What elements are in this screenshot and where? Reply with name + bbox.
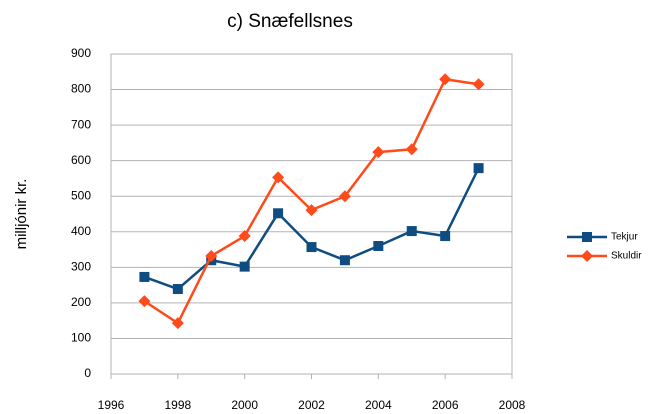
marker	[305, 204, 318, 217]
series-line	[143, 167, 480, 291]
legend-marker	[582, 232, 592, 242]
marker	[373, 241, 384, 251]
y-tick-label: 800	[71, 82, 91, 96]
x-tick-label: 1998	[164, 398, 191, 412]
marker	[405, 143, 418, 156]
marker	[306, 242, 317, 253]
x-tick-label: 2000	[231, 398, 258, 412]
marker	[272, 171, 285, 184]
y-tick-label: 600	[71, 153, 91, 167]
y-tick-label: 700	[71, 117, 91, 131]
y-tick-label: 0	[84, 366, 91, 380]
y-tick-label: 500	[71, 188, 91, 202]
y-tick-label: 100	[71, 331, 91, 345]
marker	[238, 230, 251, 243]
y-tick-label: 200	[71, 295, 91, 309]
marker	[338, 190, 351, 203]
marker	[171, 317, 184, 330]
chart-title: c) Snæfellsnes	[227, 11, 353, 32]
x-tick-label: 2004	[365, 398, 392, 412]
marker	[339, 255, 350, 266]
series-line	[143, 77, 479, 325]
x-tick-label: 1996	[98, 398, 125, 412]
marker	[472, 78, 485, 91]
x-tick-label: 2006	[432, 398, 459, 412]
y-tick-label: 900	[71, 46, 91, 60]
marker	[172, 284, 183, 295]
marker	[273, 208, 284, 219]
legend-label: Skuldir	[611, 251, 642, 262]
marker	[139, 271, 150, 282]
y-axis-label: milljónir kr.	[13, 179, 30, 250]
y-tick-label: 300	[71, 260, 91, 274]
marker	[138, 295, 151, 308]
marker	[205, 249, 218, 262]
marker	[239, 261, 250, 272]
legend-marker	[581, 250, 593, 262]
marker	[440, 231, 451, 242]
marker	[473, 163, 484, 174]
marker	[406, 226, 417, 237]
legend-label: Tekjur	[611, 232, 638, 243]
x-tick-label: 2008	[499, 398, 526, 412]
y-tick-label: 400	[71, 224, 91, 238]
marker	[439, 73, 452, 86]
marker	[372, 146, 385, 159]
x-tick-label: 2002	[298, 398, 325, 412]
